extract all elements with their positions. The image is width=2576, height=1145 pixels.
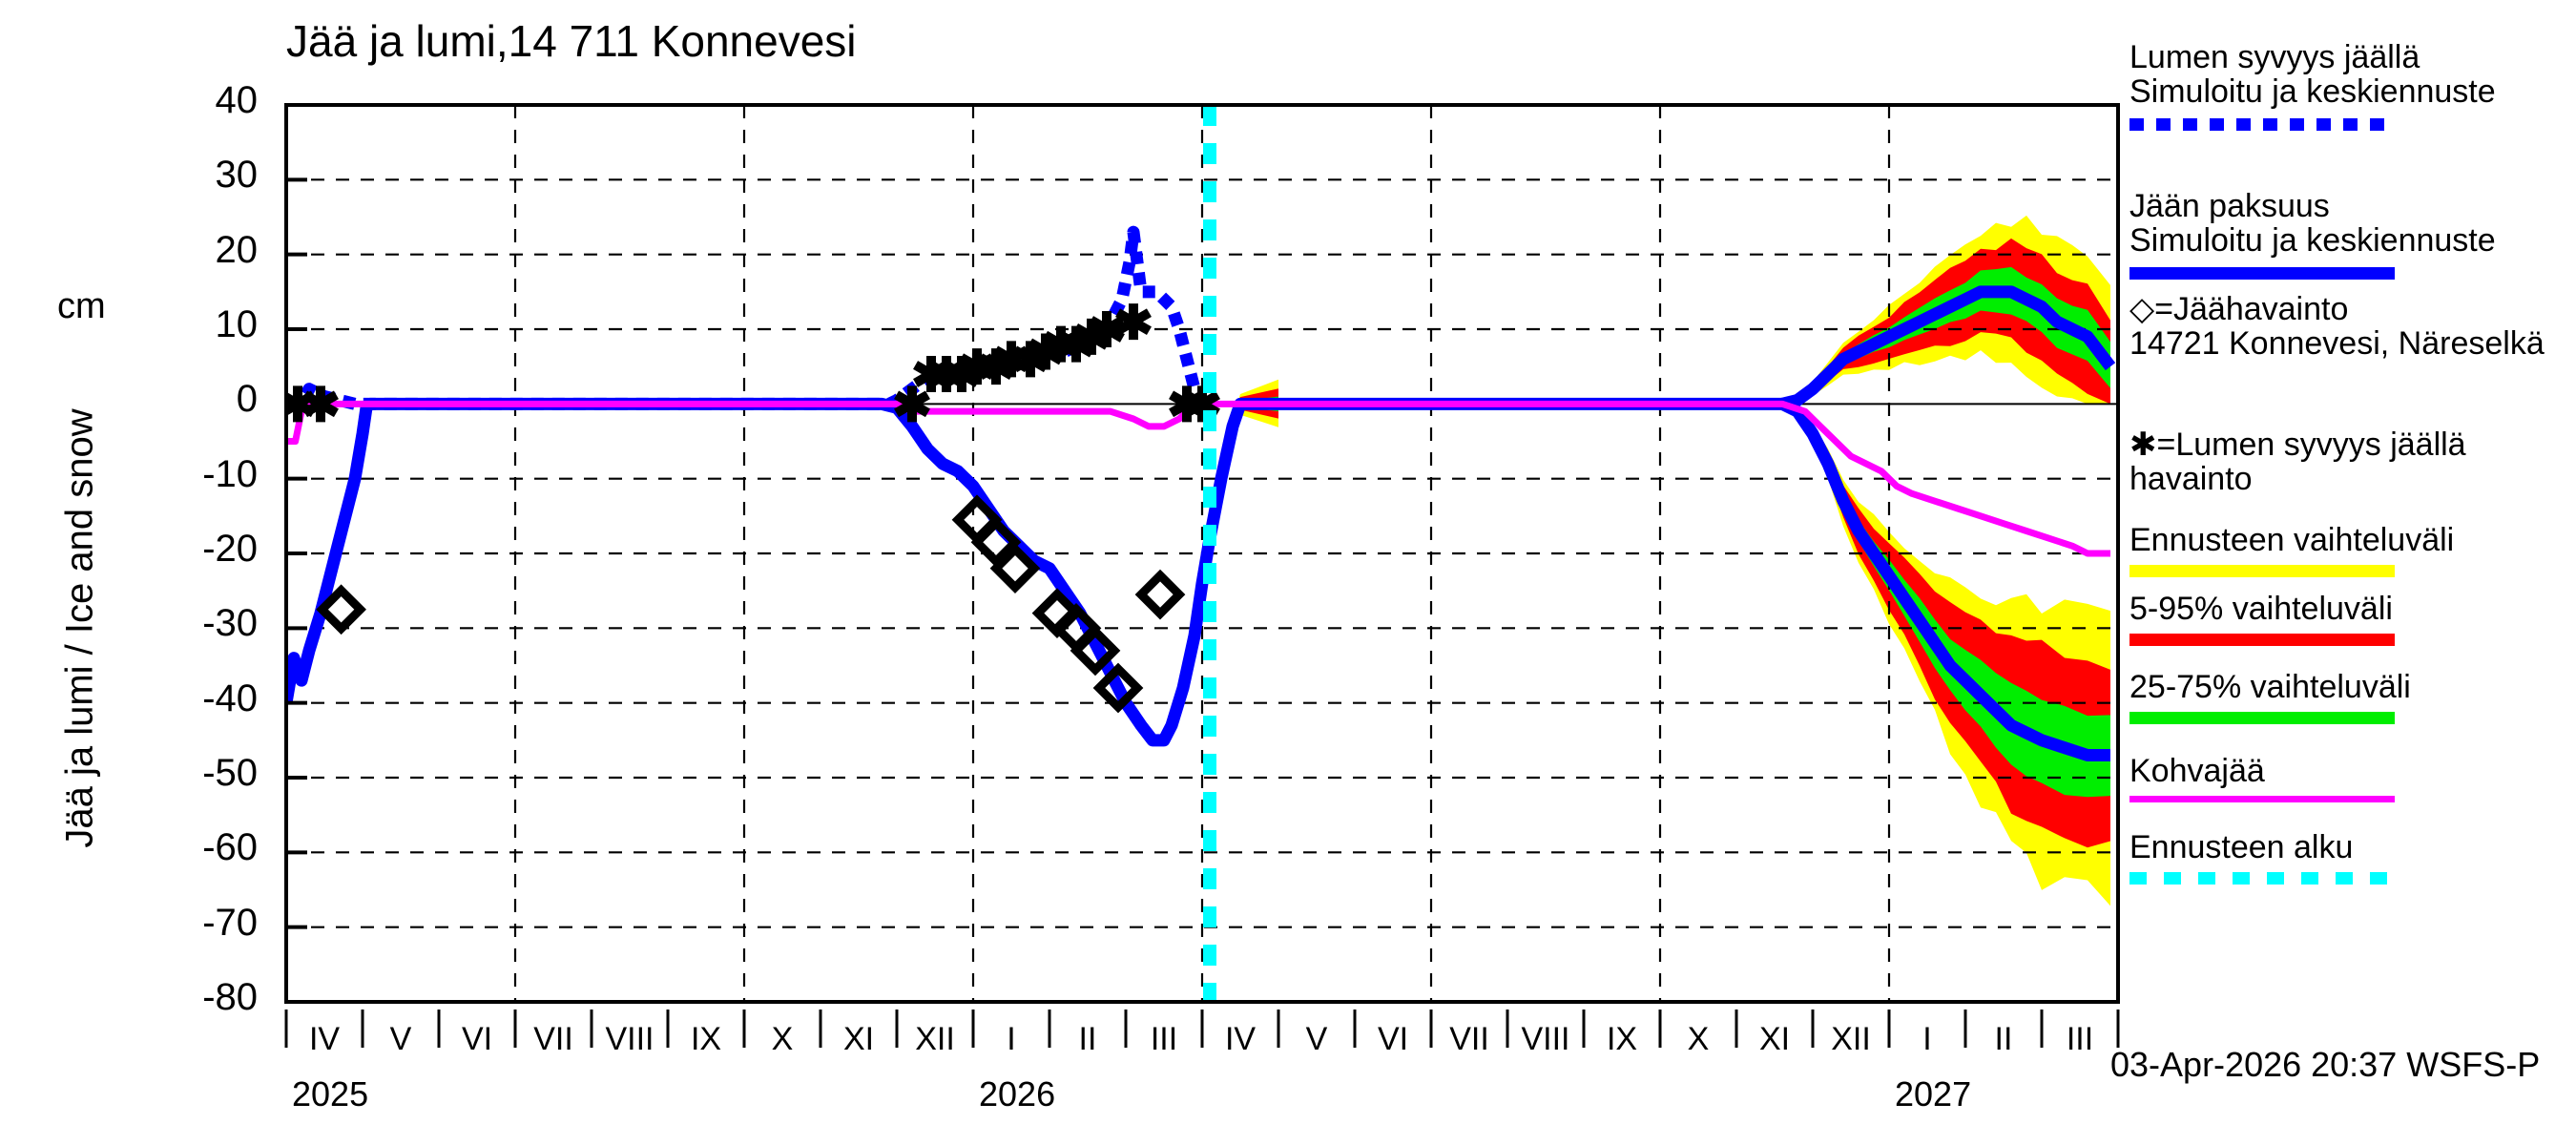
legend-label-range-5-95: 5-95% vaihteluväli (2129, 592, 2576, 626)
y-tick-label: -60 (202, 826, 258, 869)
x-tick-label: IX (1606, 1021, 1638, 1057)
legend-line: 5-95% vaihteluväli (2129, 591, 2393, 627)
x-tick-label: X (1687, 1021, 1710, 1057)
x-tick-label: XII (915, 1021, 955, 1057)
x-tick-label: XI (842, 1021, 875, 1057)
plot-frame (284, 103, 2120, 1004)
legend-line: Ennusteen vaihteluväli (2129, 522, 2455, 558)
x-tick-label: XII (1831, 1021, 1871, 1057)
x-tick-label: VI (1377, 1021, 1409, 1057)
legend-line: Simuloitu ja keskiennuste (2129, 73, 2496, 111)
x-tick-label: II (1994, 1021, 2013, 1057)
legend-swatch-snow-depth-on-ice (2129, 118, 2395, 131)
page-title: Jää ja lumi,14 711 Konnevesi (286, 16, 857, 66)
legend-swatch-range-5-95 (2129, 634, 2395, 646)
footer-timestamp: 03-Apr-2026 20:37 WSFS-P (2110, 1045, 2541, 1084)
x-tick-label: X (771, 1021, 794, 1057)
legend-line: havainto (2129, 461, 2253, 498)
y-tick-label: -70 (202, 901, 258, 944)
legend-line: 14721 Konnevesi, Näreselkä (2129, 325, 2545, 363)
x-tick-label: V (389, 1021, 412, 1057)
x-tick-label: III (2066, 1021, 2094, 1057)
grid-lines (286, 105, 2118, 1002)
y-tick-label: -30 (202, 602, 258, 645)
y-tick-label: 40 (215, 79, 259, 121)
x-axis-year-label: 2025 (292, 1074, 369, 1114)
y-tick-label: -10 (202, 452, 258, 495)
legend-label-snow-depth-on-ice: Lumen syvyys jäällä Simuloitu ja keskienn… (2129, 40, 2576, 109)
x-tick-label: VII (1449, 1021, 1489, 1057)
legend-label-ice-thickness: Jään paksuus Simuloitu ja keskiennuste (2129, 189, 2576, 258)
y-axis-title: Jää ja lumi / Ice and snow (58, 408, 101, 848)
legend-label-kohvajaa: Kohvajää (2129, 754, 2576, 788)
legend-line: ✱=Lumen syvyys jäällä (2129, 427, 2466, 463)
y-axis-unit: cm (57, 286, 106, 326)
x-tick-label: I (1007, 1021, 1016, 1057)
legend-label-range-25-75: 25-75% vaihteluväli (2129, 670, 2576, 704)
x-axis-year-label: 2027 (1895, 1074, 1972, 1114)
x-tick-label: IV (1224, 1021, 1257, 1057)
y-tick-label: -50 (202, 752, 258, 794)
legend-swatch-forecast-start (2129, 872, 2395, 885)
x-tick-label: II (1078, 1021, 1097, 1057)
x-tick-label: VI (461, 1021, 493, 1057)
x-tick-label: III (1150, 1021, 1178, 1057)
legend-label-snow-observation: ✱=Lumen syvyys jäällä havainto (2129, 427, 2576, 496)
legend-line: Kohvajää (2129, 753, 2265, 789)
legend-label-forecast-range: Ennusteen vaihteluväli (2129, 523, 2576, 557)
x-tick-label: XI (1758, 1021, 1791, 1057)
y-tick-label: 0 (236, 378, 258, 421)
legend-line: Ennusteen alku (2129, 829, 2354, 865)
y-tick-label: -80 (202, 976, 258, 1018)
legend-label-forecast-start: Ennusteen alku (2129, 830, 2576, 864)
y-tick-label: 30 (215, 154, 259, 197)
legend-swatch-ice-thickness (2129, 267, 2395, 280)
y-tick-label: -40 (202, 677, 258, 719)
y-tick-label: 20 (215, 228, 259, 271)
x-axis-ticks (284, 1010, 2120, 1048)
legend-line: 25-75% vaihteluväli (2129, 669, 2411, 705)
x-tick-label: I (1922, 1021, 1932, 1057)
x-tick-label: V (1305, 1021, 1328, 1057)
legend-line: Jään paksuus (2129, 188, 2330, 224)
observation-markers (286, 303, 1220, 714)
legend-swatch-kohvajaa (2129, 796, 2395, 802)
legend-line: Lumen syvyys jäällä (2129, 39, 2420, 75)
legend-line: ◇=Jäähavainto (2129, 291, 2349, 327)
x-tick-label: IX (690, 1021, 722, 1057)
x-tick-label: VIII (1521, 1021, 1570, 1057)
legend-swatch-range-25-75 (2129, 712, 2395, 724)
x-axis-year-label: 2026 (979, 1074, 1056, 1114)
x-tick-label: IV (308, 1021, 341, 1057)
data-series (286, 225, 2116, 761)
y-tick-label: 10 (215, 303, 259, 345)
x-tick-label: VII (533, 1021, 573, 1057)
y-tick-label: -20 (202, 528, 258, 570)
legend-line: Simuloitu ja keskiennuste (2129, 222, 2496, 260)
legend-swatch-forecast-range (2129, 565, 2395, 577)
x-tick-label: VIII (605, 1021, 654, 1057)
legend-label-ice-observation: ◇=Jäähavainto 14721 Konnevesi, Näreselkä (2129, 292, 2576, 361)
